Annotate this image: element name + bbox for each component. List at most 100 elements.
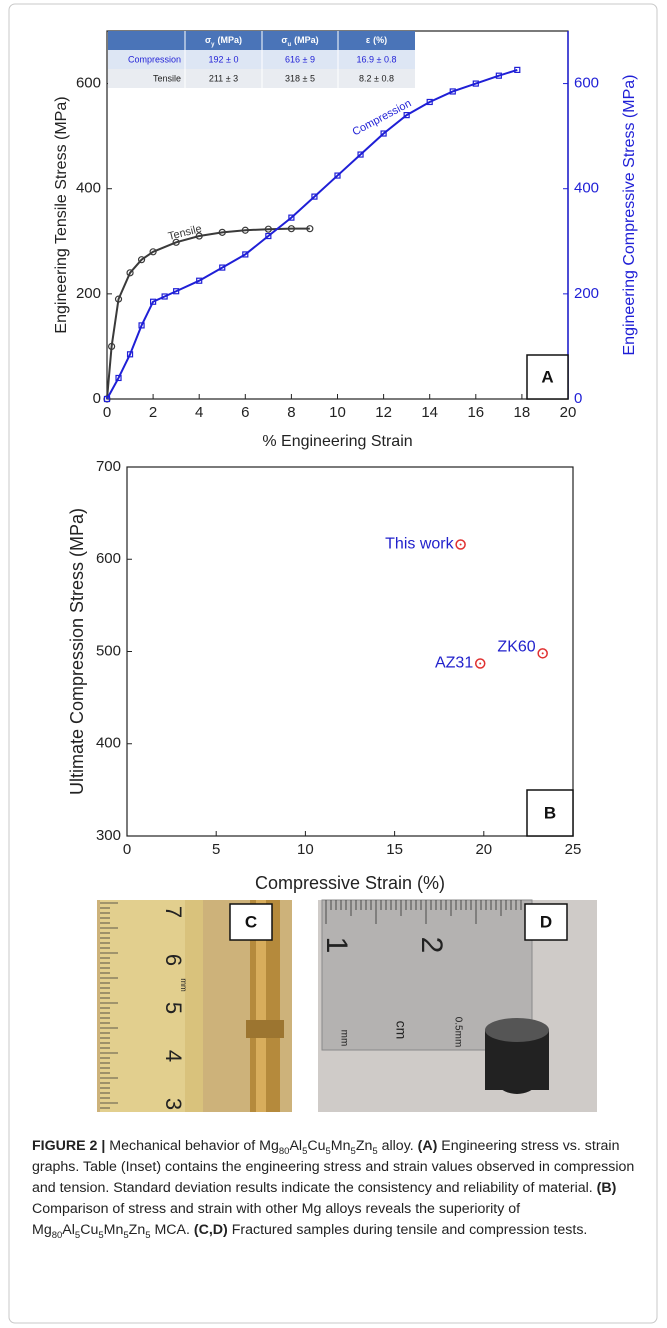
caption-run: 5 [350, 1145, 356, 1157]
panel-label-box [526, 789, 574, 837]
x-tick-label: 18 [514, 404, 531, 421]
caption-run: Engineering stress vs. strain graphs. Ta… [32, 1138, 635, 1196]
point-label: This work [385, 536, 454, 553]
series-marker [514, 66, 521, 74]
series-marker [403, 112, 410, 119]
series-marker [449, 88, 456, 95]
series-marker [138, 322, 145, 329]
table-cell: 211 ± 3 [209, 73, 238, 83]
point-label: ZK60 [497, 639, 535, 656]
table-cell: 318 ± 5 [285, 73, 315, 83]
x-axis-title: Compressive Strain (%) [255, 873, 445, 893]
table-header-unit: (MPa) [294, 35, 319, 45]
series-marker [126, 351, 134, 358]
series-marker [103, 395, 111, 403]
caption-run: Al [62, 1222, 75, 1238]
table-cell: 616 ± 9 [285, 54, 315, 64]
table-cell: 8.2 ± 0.8 [359, 73, 394, 83]
ruler-number: 6 [161, 954, 186, 966]
table-header: σy (MPa) [205, 35, 242, 47]
ruler-text: 0.5mm [452, 1017, 463, 1048]
caption-run: Cu [307, 1138, 326, 1154]
y-tick-label: 700 [96, 458, 121, 475]
series-line [106, 68, 518, 400]
series-marker [196, 277, 203, 284]
series-marker [137, 256, 146, 264]
caption-run: Zn [128, 1222, 146, 1238]
y-tick-label: 0 [93, 390, 101, 407]
panel-label: B [544, 803, 556, 822]
x-tick-label: 5 [212, 841, 220, 858]
panel-label-box [229, 903, 273, 941]
series-marker [472, 80, 479, 87]
ruler-text: mm [179, 978, 188, 992]
caption-run: 5 [145, 1229, 151, 1241]
y-tick-label: 200 [76, 285, 101, 302]
y-axis-title: Engineering Tensile Stress (MPa) [53, 96, 70, 333]
caption-run: Comparison of stress and strain with oth… [32, 1201, 521, 1238]
caption-run: alloy. [377, 1138, 418, 1154]
x-axis-title: % Engineering Strain [262, 433, 412, 450]
ruler-text: mm [338, 1030, 349, 1047]
table-header-sub: y [211, 42, 215, 48]
table-cell: 16.9 ± 0.8 [357, 54, 397, 64]
caption-run: Fractured samples during tensile and com… [227, 1222, 588, 1238]
series-marker [218, 228, 226, 236]
data-point-center [479, 662, 482, 665]
series-marker [311, 193, 318, 200]
point-label: AZ31 [435, 655, 473, 672]
series-marker [241, 226, 249, 234]
y2-tick-label: 600 [574, 75, 599, 92]
panel-label-box [526, 354, 569, 400]
x-tick-label: 16 [467, 404, 484, 421]
ruler-number: 7 [161, 906, 186, 918]
x-tick-label: 10 [329, 404, 346, 421]
caption-run: 5 [325, 1145, 331, 1157]
table-cell: 192 ± 0 [209, 54, 239, 64]
data-point-center [541, 652, 544, 655]
series-marker [108, 342, 116, 351]
series-marker [173, 288, 180, 295]
y2-tick-label: 200 [574, 285, 599, 302]
table-header-unit: (MPa) [218, 35, 243, 45]
series-marker [195, 232, 203, 240]
table-header-symbol: σ [281, 35, 287, 45]
x-tick-label: 0 [123, 841, 131, 858]
series-marker [172, 238, 180, 246]
figure-border [8, 3, 658, 1324]
series-marker [242, 251, 249, 258]
table-cell: Tensile [153, 73, 181, 83]
series-marker [265, 232, 272, 240]
series-marker [126, 269, 134, 277]
series-marker [115, 374, 122, 382]
panel-label: D [540, 912, 552, 931]
panel-label: C [245, 912, 257, 931]
y2-tick-label: 0 [574, 390, 582, 407]
caption-run: (C,D) [193, 1222, 228, 1238]
x-tick-label: 12 [375, 404, 392, 421]
caption-run: 80 [51, 1229, 63, 1241]
series-line [106, 227, 310, 400]
series-marker [114, 295, 123, 303]
x-tick-label: 20 [475, 841, 492, 858]
caption-run: 5 [74, 1229, 81, 1241]
ruler-number: 1 [320, 937, 353, 954]
caption-run: FIGURE 2 | [32, 1138, 110, 1154]
series-marker [287, 225, 295, 233]
x-tick-label: 15 [386, 841, 403, 858]
series-marker [426, 98, 433, 106]
x-tick-label: 0 [103, 404, 111, 421]
series-marker [288, 214, 295, 221]
y-tick-label: 300 [96, 827, 121, 844]
caption-run: Mn [103, 1222, 124, 1238]
x-tick-label: 8 [287, 404, 295, 421]
data-point [474, 658, 486, 669]
caption-run: MCA. [150, 1222, 194, 1238]
table-cell: Compression [128, 54, 181, 64]
x-tick-label: 25 [565, 841, 582, 858]
caption-run: Cu [80, 1222, 99, 1238]
series-marker [380, 130, 387, 137]
caption-run: (A) [417, 1138, 438, 1154]
table-header: ε (%) [366, 35, 387, 45]
